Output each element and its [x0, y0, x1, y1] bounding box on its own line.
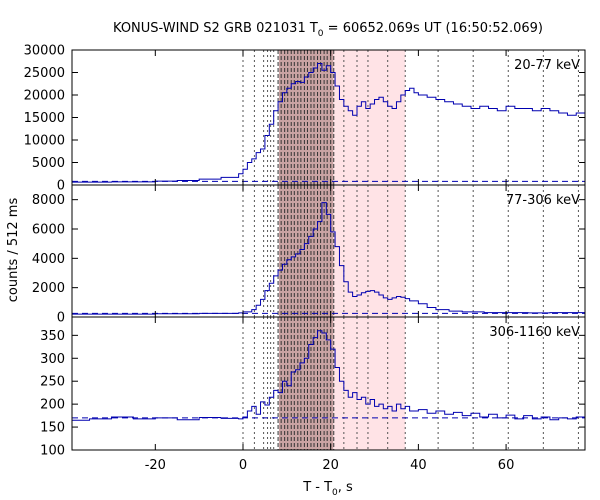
- y-tick-label: 300: [40, 352, 65, 367]
- x-tick-label: 40: [410, 458, 427, 473]
- y-axis-label: counts / 512 ms: [6, 198, 21, 303]
- y-tick-label: 15000: [24, 111, 65, 126]
- y-tick-label: 4000: [32, 252, 65, 267]
- y-tick-label: 350: [40, 329, 65, 344]
- y-tick-label: 0: [57, 311, 65, 326]
- y-tick-label: 150: [40, 421, 65, 436]
- panel-frame: [71, 316, 586, 451]
- x-tick-label: 60: [498, 458, 515, 473]
- y-tick-label: 0: [57, 179, 65, 194]
- y-tick-label: 10000: [24, 134, 65, 149]
- panel-1: 0 5000 10000 15000 20000 25000 30000 20-77 keV: [24, 44, 586, 194]
- y-tick-label: 5000: [32, 156, 65, 171]
- panel-energy-label: 77-306 keV: [506, 193, 580, 208]
- panel-energy-label: 306-1160 keV: [489, 325, 580, 340]
- shaded-region: [333, 50, 406, 185]
- chart-title: KONUS-WIND S2 GRB 021031 T0 = 60652.069s…: [113, 21, 543, 39]
- x-tick-label: 0: [239, 458, 247, 473]
- y-tick-label: 2000: [32, 281, 65, 296]
- y-tick-label: 200: [40, 398, 65, 413]
- y-tick-label: 250: [40, 375, 65, 390]
- y-tick-label: 25000: [24, 66, 65, 81]
- shaded-region: [278, 185, 334, 317]
- y-tick-label: 8000: [32, 193, 65, 208]
- x-axis-label: T - T0, s: [302, 480, 353, 498]
- panel-3: 100 150 200 250 300 350 306-1160 keV: [40, 316, 586, 459]
- light-curve: [72, 330, 586, 421]
- panel-2: 0 2000 4000 6000 8000 77-306 keV: [32, 184, 586, 326]
- shaded-region: [333, 185, 406, 317]
- y-tick-label: 30000: [24, 44, 65, 59]
- light-curve: [72, 202, 586, 315]
- light-curve: [72, 63, 586, 183]
- x-tick-label: -20: [145, 458, 166, 473]
- x-tick-label: 20: [322, 458, 339, 473]
- y-tick-label: 20000: [24, 89, 65, 104]
- panel-energy-label: 20-77 keV: [514, 58, 580, 73]
- y-tick-label: 6000: [32, 223, 65, 238]
- shaded-region: [333, 317, 406, 450]
- y-tick-label: 100: [40, 444, 65, 459]
